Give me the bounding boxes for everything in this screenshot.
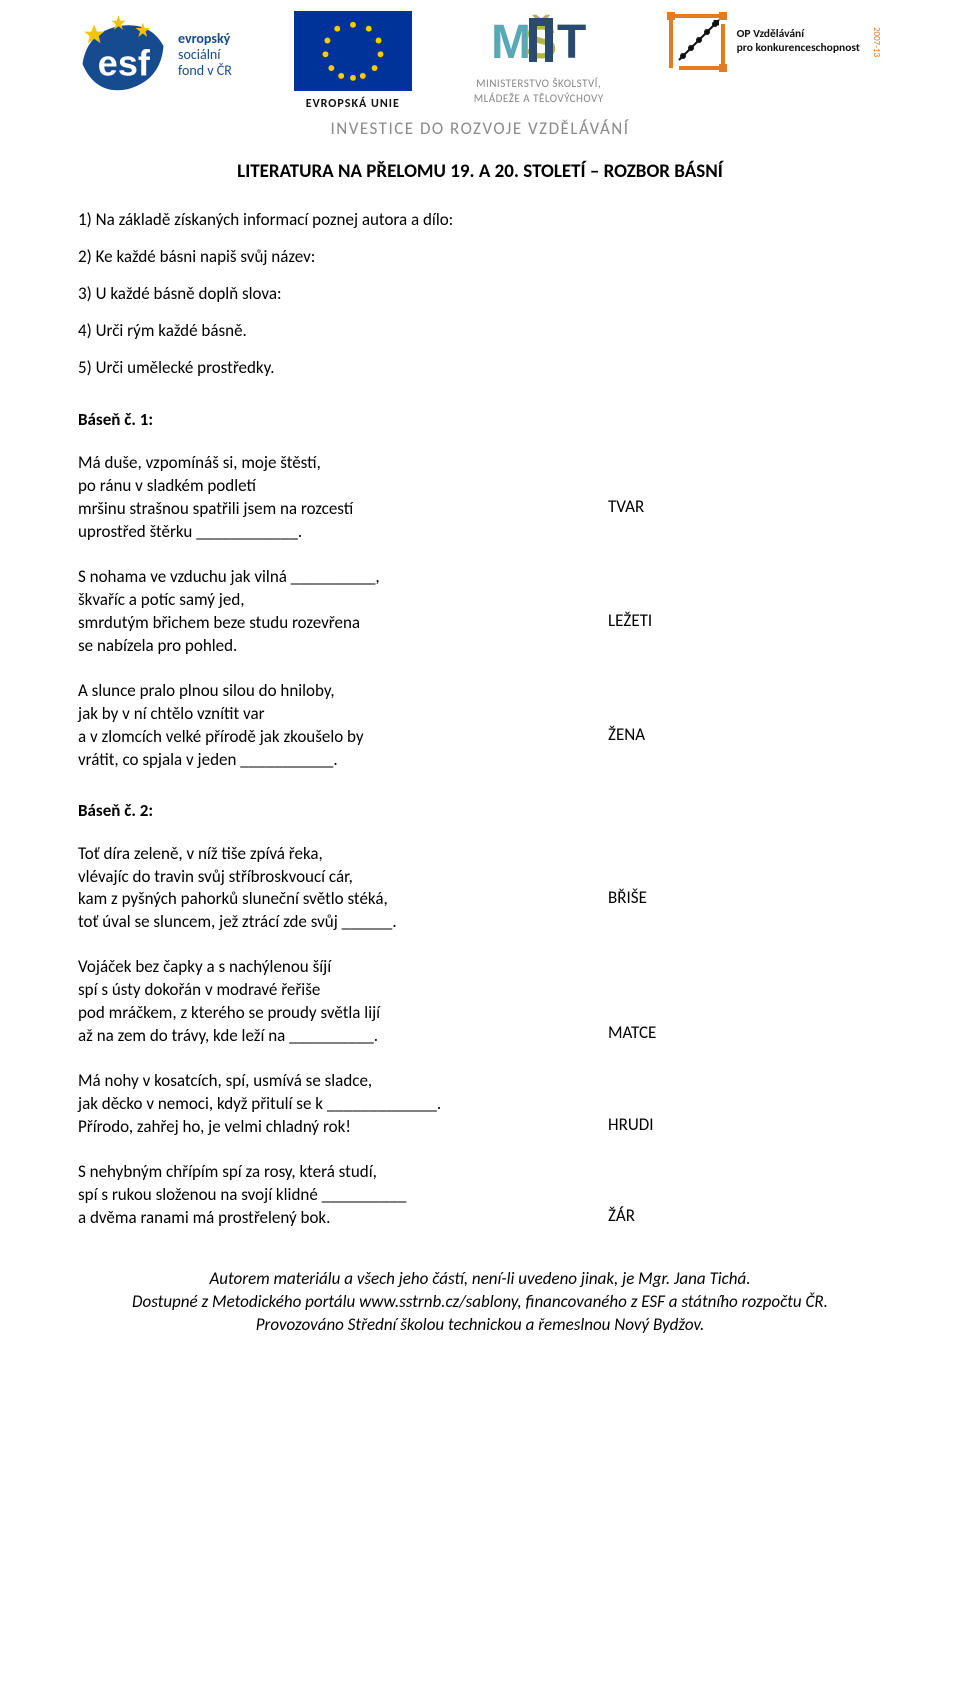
clue-column: LEŽETI bbox=[608, 566, 882, 658]
poem-line: pod mráčkem, z kterého se proudy světla … bbox=[78, 1002, 608, 1025]
clue-word: MATCE bbox=[608, 956, 882, 1045]
poem-line: až na zem do trávy, kde leží na ________… bbox=[78, 1025, 608, 1048]
esf-mark-icon: esf bbox=[78, 10, 168, 100]
clue-column: ŽENA bbox=[608, 680, 882, 772]
clue-word: ŽENA bbox=[608, 680, 882, 747]
clue-word: HRUDI bbox=[608, 1070, 882, 1137]
task-item: 3) U každé básně doplň slova: bbox=[78, 283, 882, 306]
poem-line: kam z pyšných pahorků sluneční světlo st… bbox=[78, 888, 608, 911]
stanza: S nohama ve vzduchu jak vilná __________… bbox=[78, 566, 882, 658]
clue-word: TVAR bbox=[608, 452, 882, 519]
logo-row: esf evropský sociální fond v ČR bbox=[78, 10, 882, 112]
clue-column: BŘIŠE bbox=[608, 843, 882, 935]
clue-word: LEŽETI bbox=[608, 566, 882, 633]
poem-line: jak děcko v nemoci, když přitulí se k __… bbox=[78, 1093, 608, 1116]
footer-line2: Dostupné z Metodického portálu www.sstrn… bbox=[78, 1291, 882, 1314]
op-line2: pro konkurenceschopnost bbox=[737, 42, 860, 56]
stanza-lines: Má duše, vzpomínáš si, moje štěstí,po rá… bbox=[78, 452, 608, 544]
poem-line: Má duše, vzpomínáš si, moje štěstí, bbox=[78, 452, 608, 475]
page: esf evropský sociální fond v ČR bbox=[0, 0, 960, 1367]
footer-line3: Provozováno Střední školou technickou a … bbox=[78, 1314, 882, 1337]
op-logo: OP Vzdělávání pro konkurenceschopnost 20… bbox=[665, 10, 882, 74]
poems-container: Báseň č. 1: Má duše, vzpomínáš si, moje š… bbox=[78, 409, 882, 1229]
stanza: S nehybným chřípím spí za rosy, která st… bbox=[78, 1161, 882, 1230]
task-item: 1) Na základě získaných informací poznej… bbox=[78, 209, 882, 232]
eu-logo: EVROPSKÁ UNIE bbox=[293, 10, 413, 112]
svg-text:esf: esf bbox=[98, 43, 151, 84]
poem-line: S nehybným chřípím spí za rosy, která st… bbox=[78, 1161, 608, 1184]
footer: Autorem materiálu a všech jeho částí, ne… bbox=[78, 1268, 882, 1337]
eu-label: EVROPSKÁ UNIE bbox=[306, 96, 400, 112]
stanza: A slunce pralo plnou silou do hniloby,ja… bbox=[78, 680, 882, 772]
poem-line: a v zlomcích velké přírodě jak zkoušelo … bbox=[78, 726, 608, 749]
task-item: 4) Urči rým každé básně. bbox=[78, 320, 882, 343]
header-tagline: INVESTICE DO ROZVOJE VZDĚLÁVÁNÍ bbox=[78, 118, 882, 141]
clue-column: TVAR bbox=[608, 452, 882, 544]
poem-line: S nohama ve vzduchu jak vilná __________… bbox=[78, 566, 608, 589]
task-item: 5) Urči umělecké prostředky. bbox=[78, 357, 882, 380]
msmt-line1: MINISTERSTVO ŠKOLSTVÍ, bbox=[476, 78, 601, 91]
poem-line: vlévajíc do travin svůj stříbroskvoucí c… bbox=[78, 866, 608, 889]
esf-logo-text: evropský sociální fond v ČR bbox=[178, 31, 232, 79]
poem-line: Vojáček bez čapky a s nachýlenou šíjí bbox=[78, 956, 608, 979]
eu-flag-icon bbox=[293, 10, 413, 92]
poem-line: uprostřed štěrku ____________. bbox=[78, 521, 608, 544]
esf-logo: esf evropský sociální fond v ČR bbox=[78, 10, 232, 100]
page-title: LITERATURA NA PŘELOMU 19. A 20. STOLETÍ … bbox=[78, 159, 882, 185]
stanza-lines: Toť díra zeleně, v níž tiše zpívá řeka,v… bbox=[78, 843, 608, 935]
stanza: Vojáček bez čapky a s nachýlenou šíjíspí… bbox=[78, 956, 882, 1048]
msmt-logo: M Š T MINISTERSTVO ŠKOLSTVÍ, MLÁDEŽE A T… bbox=[474, 10, 604, 105]
op-year: 2007-13 bbox=[870, 27, 882, 57]
task-list: 1) Na základě získaných informací poznej… bbox=[78, 209, 882, 380]
stanza-lines: S nohama ve vzduchu jak vilná __________… bbox=[78, 566, 608, 658]
clue-column: ŽÁR bbox=[608, 1161, 882, 1230]
esf-line2: sociální bbox=[178, 47, 232, 63]
svg-text:T: T bbox=[557, 16, 586, 69]
stanza-lines: A slunce pralo plnou silou do hniloby,ja… bbox=[78, 680, 608, 772]
clue-column: MATCE bbox=[608, 956, 882, 1048]
poem-line: Přírodo, zahřej ho, je velmi chladný rok… bbox=[78, 1116, 608, 1139]
poem-line: toť úval se sluncem, jež ztrácí zde svůj… bbox=[78, 911, 608, 934]
poem-line: Má nohy v kosatcích, spí, usmívá se slad… bbox=[78, 1070, 608, 1093]
poem-line: a dvěma ranami má prostřelený bok. bbox=[78, 1207, 608, 1230]
task-item: 2) Ke každé básni napiš svůj název: bbox=[78, 246, 882, 269]
msmt-line2: MLÁDEŽE A TĚLOVÝCHOVY bbox=[474, 93, 604, 106]
poem-line: mršinu strašnou spatřili jsem na rozcest… bbox=[78, 498, 608, 521]
poem-heading: Báseň č. 2: bbox=[78, 800, 882, 823]
clue-column: HRUDI bbox=[608, 1070, 882, 1139]
poem-line: škvaříc a potíc samý jed, bbox=[78, 589, 608, 612]
poem-line: vrátit, co spjala v jeden ___________. bbox=[78, 749, 608, 772]
msmt-mark-icon: M Š T bbox=[489, 10, 589, 76]
stanza-lines: Vojáček bez čapky a s nachýlenou šíjíspí… bbox=[78, 956, 608, 1048]
poem-line: spí s rukou složenou na svojí klidné ___… bbox=[78, 1184, 608, 1207]
poem-line: Toť díra zeleně, v níž tiše zpívá řeka, bbox=[78, 843, 608, 866]
clue-word: ŽÁR bbox=[608, 1161, 882, 1228]
stanza: Toť díra zeleně, v níž tiše zpívá řeka,v… bbox=[78, 843, 882, 935]
poem-line: jak by v ní chtělo vznítit var bbox=[78, 703, 608, 726]
op-text-block: OP Vzdělávání pro konkurenceschopnost bbox=[737, 28, 860, 56]
op-line1: OP Vzdělávání bbox=[737, 28, 860, 42]
poem-line: po ránu v sladkém podletí bbox=[78, 475, 608, 498]
poem-heading: Báseň č. 1: bbox=[78, 409, 882, 432]
poem-line: smrdutým břichem beze studu rozevřena bbox=[78, 612, 608, 635]
clue-word: BŘIŠE bbox=[608, 843, 882, 910]
op-mark-icon bbox=[665, 10, 729, 74]
stanza-lines: S nehybným chřípím spí za rosy, která st… bbox=[78, 1161, 608, 1230]
poem-line: se nabízela pro pohled. bbox=[78, 635, 608, 658]
stanza: Má duše, vzpomínáš si, moje štěstí,po rá… bbox=[78, 452, 882, 544]
poem-line: A slunce pralo plnou silou do hniloby, bbox=[78, 680, 608, 703]
footer-line1: Autorem materiálu a všech jeho částí, ne… bbox=[78, 1268, 882, 1291]
esf-line3: fond v ČR bbox=[178, 63, 232, 79]
poem-line: spí s ústy dokořán v modravé řeřiše bbox=[78, 979, 608, 1002]
esf-line1: evropský bbox=[178, 31, 232, 47]
stanza-lines: Má nohy v kosatcích, spí, usmívá se slad… bbox=[78, 1070, 608, 1139]
stanza: Má nohy v kosatcích, spí, usmívá se slad… bbox=[78, 1070, 882, 1139]
